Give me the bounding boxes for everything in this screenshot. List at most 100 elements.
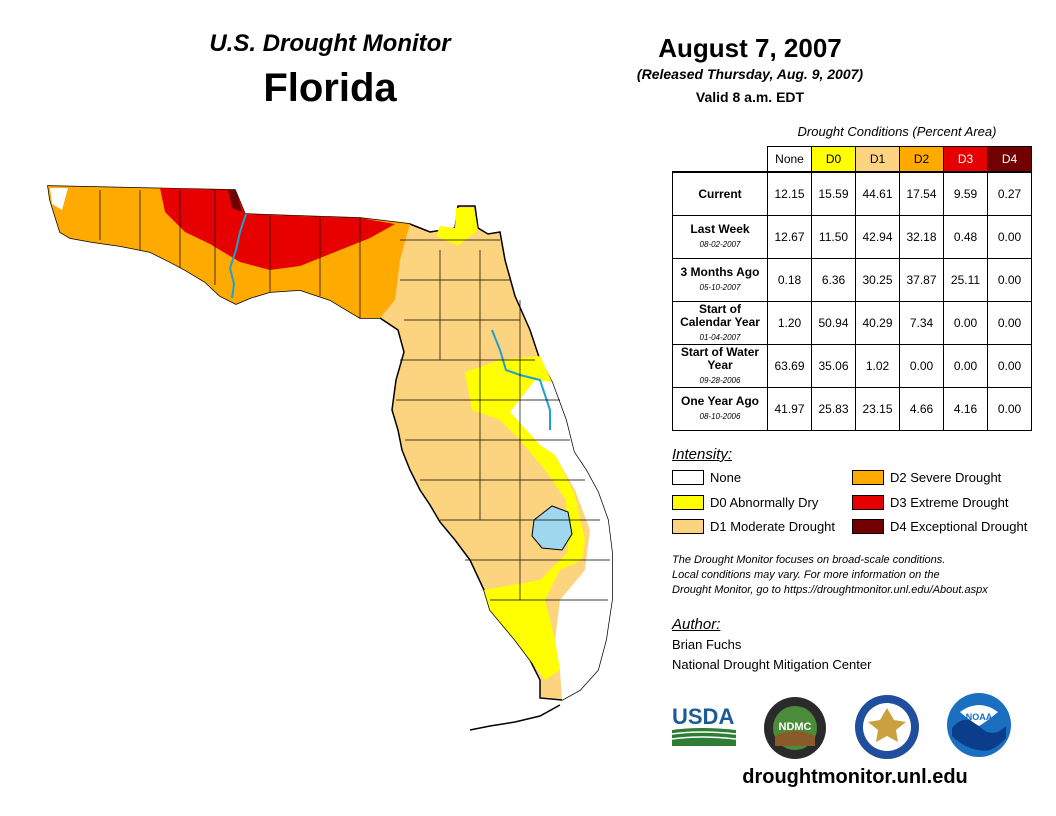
author-organization: National Drought Mitigation Center — [672, 657, 872, 672]
florida-keys — [469, 704, 561, 731]
table-cell: 6.36 — [811, 258, 856, 302]
table-cell: 41.97 — [767, 387, 812, 431]
d0-region-central — [465, 356, 585, 680]
table-cell: 30.25 — [855, 258, 900, 302]
drought-conditions-table: None D0 D1 D2 D3 D4 Current 12.15 15.59 44.… — [672, 146, 1032, 431]
legend-item-none: None — [672, 470, 741, 485]
table-cell: 11.50 — [811, 215, 856, 259]
legend-label: D0 Abnormally Dry — [710, 495, 819, 510]
ndmc-logo-text: NDMC — [779, 721, 812, 733]
legend-swatch — [852, 470, 884, 485]
table-cell: 25.11 — [943, 258, 988, 302]
d0-region-north — [436, 208, 478, 246]
table-header-row: None D0 D1 D2 D3 D4 — [673, 146, 1032, 173]
column-header-d4: D4 — [987, 146, 1032, 173]
row-date: 09-28-2006 — [699, 375, 741, 385]
table-caption: Drought Conditions (Percent Area) — [797, 124, 997, 139]
row-label: Last Week 08-02-2007 — [672, 215, 768, 259]
legend-swatch — [852, 519, 884, 534]
intensity-heading: Intensity: — [672, 446, 733, 463]
table-cell: 0.00 — [987, 301, 1032, 345]
table-cell: 12.15 — [767, 171, 812, 216]
author-name: Brian Fuchs — [672, 637, 742, 652]
table-row: Current 12.15 15.59 44.61 17.54 9.59 0.27 — [672, 171, 1032, 216]
usda-logo: USDA — [671, 704, 737, 746]
table-cell: 50.94 — [811, 301, 856, 345]
table-cell: 0.48 — [943, 215, 988, 259]
table-cell: 40.29 — [855, 301, 900, 345]
row-label: Start of Calendar Year 01-04-2007 — [672, 301, 768, 345]
row-label: Current — [672, 171, 768, 216]
table-row: Start of Calendar Year 01-04-2007 1.20 50.9… — [672, 301, 1032, 345]
site-url[interactable]: droughtmonitor.unl.edu — [742, 766, 968, 788]
county-lines — [99, 190, 610, 601]
table-row: One Year Ago 08-10-2006 41.97 25.83 23.15 4.6… — [672, 387, 1032, 431]
table-row: Last Week 08-02-2007 12.67 11.50 42.94 32.18 0… — [672, 215, 1032, 259]
column-header-d2: D2 — [899, 146, 944, 173]
row-date: 08-10-2006 — [699, 412, 741, 421]
legend-swatch — [672, 495, 704, 510]
legend-label: D2 Severe Drought — [890, 470, 1002, 485]
table-cell: 7.34 — [899, 301, 944, 345]
row-label: 3 Months Ago 05-10-2007 — [672, 258, 768, 302]
table-cell: 0.27 — [987, 171, 1032, 216]
column-header-d0: D0 — [811, 146, 856, 173]
table-cell: 42.94 — [855, 215, 900, 259]
apalachicola-river — [228, 213, 247, 299]
state-title: Florida — [263, 66, 397, 110]
legend-swatch — [852, 495, 884, 510]
legend-label: D3 Extreme Drought — [890, 495, 1009, 510]
ndmc-logo: NDMC — [764, 697, 826, 759]
row-label-text: Current — [698, 186, 742, 201]
none-region-east — [510, 380, 612, 700]
florida-drought-map — [47, 185, 613, 731]
table-cell: 0.00 — [987, 258, 1032, 302]
table-corner — [673, 147, 768, 173]
note-line: The Drought Monitor focuses on broad-sca… — [672, 554, 946, 566]
table-cell: 0.00 — [987, 344, 1032, 388]
table-cell: 44.61 — [855, 171, 900, 216]
d4-region — [228, 190, 242, 212]
monitor-title: U.S. Drought Monitor — [209, 30, 451, 57]
table-cell: 9.59 — [943, 171, 988, 216]
disclaimer-note: The Drought Monitor focuses on broad-sca… — [672, 553, 1052, 598]
table-cell: 17.54 — [899, 171, 944, 216]
map-date: August 7, 2007 — [658, 33, 842, 63]
table-cell: 4.66 — [899, 387, 944, 431]
table-row: 3 Months Ago 05-10-2007 0.18 6.36 30.25 37.87… — [672, 258, 1032, 302]
table-cell: 12.67 — [767, 215, 812, 259]
table-cell: 1.20 — [767, 301, 812, 345]
row-label-text: Start of Water Year — [680, 344, 760, 372]
table-cell: 0.00 — [943, 301, 988, 345]
author-heading: Author: — [672, 616, 721, 633]
table-cell: 35.06 — [811, 344, 856, 388]
row-label-text: Start of Calendar Year — [680, 301, 760, 329]
table-cell: 23.15 — [855, 387, 900, 431]
legend-label: None — [710, 470, 742, 485]
legend-item-d3: D3 Extreme Drought — [852, 495, 1009, 510]
table-cell: 1.02 — [855, 344, 900, 388]
table-cell: 0.00 — [987, 387, 1032, 431]
row-label-text: 3 Months Ago — [680, 265, 760, 279]
note-line: Local conditions may vary. For more info… — [672, 569, 940, 581]
legend-item-d0: D0 Abnormally Dry — [672, 495, 818, 510]
note-line: Drought Monitor, go to https://droughtmo… — [672, 584, 988, 596]
table-cell: 4.16 — [943, 387, 988, 431]
valid-time: Valid 8 a.m. EDT — [695, 89, 805, 105]
row-label-text: Last Week — [690, 222, 750, 236]
row-date: 08-02-2007 — [699, 240, 741, 249]
table-cell: 0.00 — [987, 215, 1032, 259]
row-label-text: One Year Ago — [680, 394, 760, 408]
table-cell: 25.83 — [811, 387, 856, 431]
legend-label: D4 Exceptional Drought — [890, 519, 1028, 534]
release-date: (Released Thursday, Aug. 9, 2007) — [636, 66, 864, 82]
column-header-none: None — [767, 146, 812, 173]
legend-label: D1 Moderate Drought — [710, 519, 836, 534]
table-row: Start of Water Year 09-28-2006 63.69 35.06 1… — [672, 344, 1032, 388]
table-cell: 0.18 — [767, 258, 812, 302]
lake-okeechobee — [531, 505, 573, 551]
table-cell: 32.18 — [899, 215, 944, 259]
table-cell: 37.87 — [899, 258, 944, 302]
column-header-d1: D1 — [855, 146, 900, 173]
noaa-logo-text: NOAA — [966, 712, 993, 722]
